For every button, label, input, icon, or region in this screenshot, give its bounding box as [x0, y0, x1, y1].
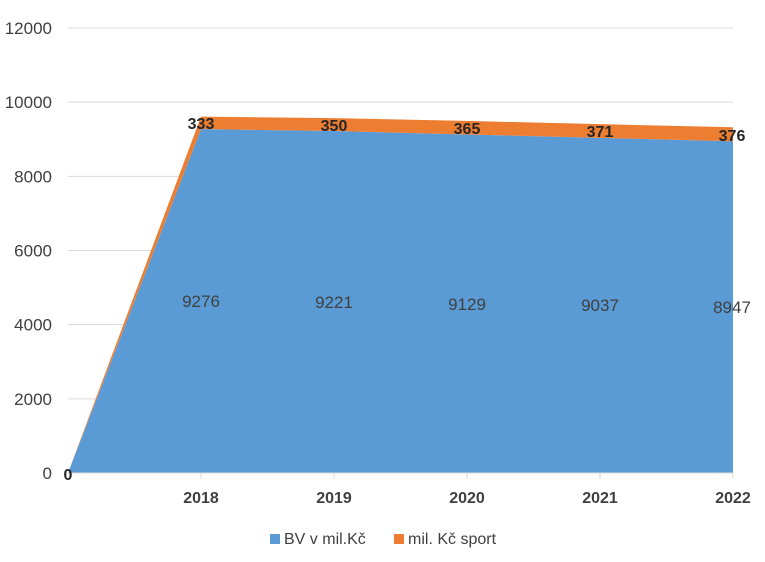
legend-item-bv: BV v mil.Kč	[284, 531, 366, 548]
legend-swatch	[270, 534, 280, 544]
axes: 0 2000 4000 6000 8000 10000 12000 2018 2019 2020 2…	[5, 19, 751, 507]
data-label-bv: 9276	[182, 292, 220, 311]
series-area-bv	[68, 129, 733, 473]
data-label-sport: 365	[454, 121, 481, 138]
data-label-bv: 9221	[315, 293, 353, 312]
legend-swatch	[394, 534, 404, 544]
data-label-bv: 9037	[581, 296, 619, 315]
data-label-sport: 371	[587, 124, 614, 141]
data-label-bv: 9129	[448, 295, 486, 314]
data-label-sport: 333	[188, 116, 215, 133]
x-tick-label: 2018	[183, 490, 219, 507]
y-tick-label: 8000	[14, 167, 52, 186]
y-tick-label: 6000	[14, 242, 52, 261]
legend-item-sport: mil. Kč sport	[408, 531, 497, 548]
data-label-sport: 376	[719, 128, 746, 145]
y-tick-label: 0	[43, 464, 52, 483]
legend: BV v mil.Kč mil. Kč sport	[270, 531, 497, 548]
series-areas	[68, 116, 733, 473]
x-tick-label: 2020	[449, 490, 485, 507]
y-tick-label: 4000	[14, 316, 52, 335]
y-tick-label: 2000	[14, 390, 52, 409]
x-tick-label: 2021	[582, 490, 618, 507]
data-label-sport: 0	[64, 467, 73, 484]
x-tick-label: 2022	[715, 490, 751, 507]
y-tick-label: 10000	[5, 93, 52, 112]
y-tick-label: 12000	[5, 19, 52, 38]
x-tick-label: 2019	[316, 490, 352, 507]
data-labels: 9276 9221 9129 9037 8947 0 333 350 365 371 376	[64, 116, 751, 484]
data-label-bv: 8947	[713, 298, 751, 317]
data-label-sport: 350	[321, 118, 348, 135]
